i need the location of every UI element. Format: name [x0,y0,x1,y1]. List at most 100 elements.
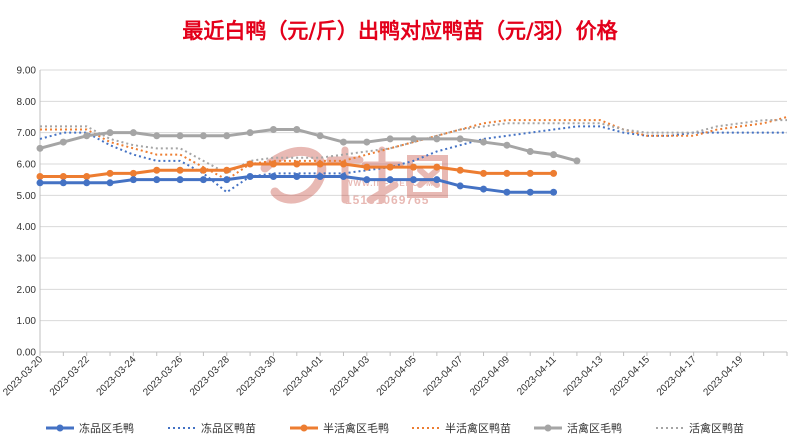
data-point [456,135,464,143]
x-tick-label: 2023-04-01 [281,354,325,398]
data-point [153,176,161,184]
legend-item: 活禽区毛鸭 [534,421,622,435]
data-point [246,129,254,137]
legend-label: 半活禽区毛鸭 [323,421,389,435]
data-point [83,179,91,187]
legend-item: 活禽区鸭苗 [656,421,744,435]
x-tick-label: 2023-04-11 [515,354,559,398]
legend-marker [544,424,552,432]
data-point [199,166,207,174]
data-point [199,132,207,140]
data-point [526,188,534,196]
y-tick-label: 0.00 [17,348,37,359]
data-point [316,173,324,181]
series-line [40,119,787,175]
data-point [363,176,371,184]
data-point [106,169,114,177]
grid [40,69,787,353]
x-tick-label: 2023-03-22 [48,354,92,398]
legend-label: 活禽区鸭苗 [689,421,744,435]
data-point [36,144,44,152]
data-point [293,160,301,168]
data-point [550,169,558,177]
x-tick-label: 2023-04-09 [468,354,512,398]
x-tick-label: 2023-03-28 [188,354,232,398]
data-point [176,176,184,184]
data-point [433,135,441,143]
data-point [129,169,137,177]
data-point [223,166,231,174]
legend-label: 半活禽区鸭苗 [445,421,511,435]
series-6 [40,119,787,175]
data-point [153,166,161,174]
data-point [199,176,207,184]
data-point [269,160,277,168]
legend-label: 冻品区毛鸭 [79,421,134,435]
data-point [176,132,184,140]
legend-item: 冻品区鸭苗 [168,421,256,435]
data-point [480,169,488,177]
x-tick-label: 2023-04-19 [701,354,745,398]
series-3 [36,160,558,181]
data-point [83,132,91,140]
data-point [433,176,441,184]
x-tick-label: 2023-03-30 [235,354,279,398]
data-point [410,163,417,171]
data-point [386,176,394,184]
data-point [106,129,114,137]
y-tick-label: 9.00 [17,66,37,77]
legend: 冻品区毛鸭 冻品区鸭苗 半活禽区毛鸭 半活禽区鸭苗 活禽区毛鸭 活禽区鸭苗 [46,421,744,435]
data-point [386,163,394,171]
data-point [59,179,67,187]
data-point [246,160,254,168]
y-tick-label: 5.00 [17,191,37,202]
data-point [339,138,347,146]
series-line [40,116,788,181]
series-lines [36,116,788,196]
series-5 [36,126,581,165]
data-point [316,132,324,140]
series-line [38,128,579,163]
legend-label: 活禽区毛鸭 [567,421,622,435]
watermark-phone: 15131069765 [345,193,429,207]
data-point [339,173,347,181]
data-point [480,185,488,193]
data-point [363,138,371,146]
data-point [339,160,347,168]
data-point [293,126,301,134]
x-tick-label: 2023-04-07 [421,354,465,398]
x-tick-label: 2023-04-15 [608,354,652,398]
data-point [363,163,371,171]
data-point [153,132,161,140]
data-point [503,188,511,196]
x-tick-label: 2023-03-26 [141,354,185,398]
x-tick-label: 2023-04-05 [375,354,419,398]
data-point [129,129,137,137]
data-point [293,173,301,181]
y-tick-label: 7.00 [17,128,37,139]
data-point [456,182,464,190]
y-tick-label: 8.00 [17,97,37,108]
data-point [316,160,324,168]
data-point [36,179,44,187]
data-point [269,173,277,181]
axes: 0.00 1.00 2.00 3.00 4.00 5.00 6.00 7.00 8.00 9.00… [1,66,788,398]
data-point [503,141,511,149]
data-point [410,176,417,184]
data-point [36,173,44,181]
y-tick-label: 6.00 [17,160,37,171]
data-point [129,176,137,184]
data-point [410,135,417,143]
y-tick-label: 1.00 [17,316,37,327]
data-point [526,169,534,177]
watermark-url: WWW.INFIBEI.COM [345,179,434,188]
data-point [106,179,114,187]
data-point [246,173,254,181]
data-point [480,138,488,146]
legend-marker [300,424,308,432]
x-tick-label: 2023-03-24 [95,354,139,398]
data-point [83,173,91,181]
data-point [176,166,184,174]
data-point [550,151,558,159]
